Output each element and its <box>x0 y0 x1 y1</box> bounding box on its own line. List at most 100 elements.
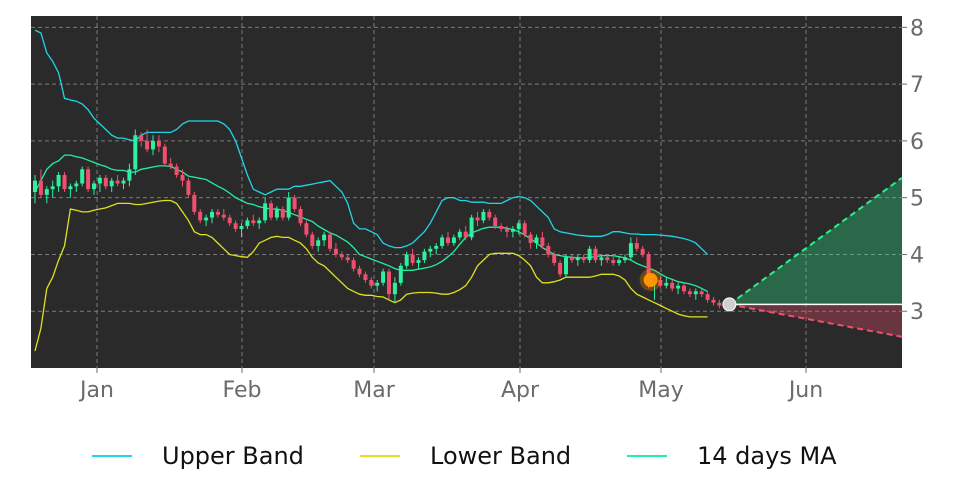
candle-83 <box>522 220 527 238</box>
candle-54 <box>351 257 356 272</box>
candle-body <box>322 234 327 241</box>
candle-44 <box>292 194 297 212</box>
candle-body <box>516 223 521 229</box>
candle-111 <box>687 288 692 298</box>
candle-60 <box>387 268 391 300</box>
candle-body <box>56 174 61 187</box>
candle-body <box>499 226 504 229</box>
candle-body <box>481 211 486 221</box>
candle-body <box>717 302 722 306</box>
candle-body <box>392 282 397 295</box>
candle-81 <box>510 226 515 238</box>
candle-body <box>640 248 645 255</box>
candle-9 <box>86 166 91 192</box>
candle-3 <box>50 180 55 198</box>
candle-body <box>245 220 250 227</box>
candle-body <box>546 245 551 255</box>
candle-body <box>127 169 132 181</box>
candle-100 <box>623 254 627 263</box>
candle-body <box>227 217 232 224</box>
candle-109 <box>676 282 681 295</box>
candle-87 <box>546 243 551 258</box>
candle-body <box>451 237 456 244</box>
candle-35 <box>239 223 244 238</box>
legend-item-lower-band: Lower Band <box>360 436 571 476</box>
x-tick-label-Jun: Jun <box>787 378 823 403</box>
candle-89 <box>558 260 563 278</box>
candle-50 <box>328 231 332 252</box>
candle-body <box>210 211 214 218</box>
candle-body <box>469 217 474 238</box>
candle-30 <box>210 209 214 224</box>
candle-15 <box>121 177 126 190</box>
markers <box>639 269 737 312</box>
candle-body <box>50 186 55 190</box>
candle-97 <box>605 254 610 263</box>
candle-body <box>103 177 108 187</box>
candle-29 <box>204 214 209 227</box>
x-tick-label-Mar: Mar <box>353 378 395 403</box>
candle-110 <box>682 282 686 295</box>
candle-84 <box>528 231 533 249</box>
candle-body <box>528 234 533 244</box>
candle-body <box>628 243 633 258</box>
candle-body <box>92 183 96 190</box>
candle-73 <box>463 226 468 241</box>
candle-42 <box>280 206 285 221</box>
candle-body <box>682 285 686 292</box>
candle-65 <box>416 257 421 269</box>
candle-body <box>333 248 338 255</box>
candle-51 <box>333 243 338 258</box>
candle-27 <box>192 192 197 215</box>
candle-body <box>86 169 91 190</box>
candle-body <box>109 180 114 187</box>
candle-body <box>687 291 692 295</box>
candle-108 <box>670 280 675 292</box>
y-tick-label-8: 8 <box>910 16 924 41</box>
candle-45 <box>298 206 303 227</box>
candle-12 <box>103 174 108 190</box>
candle-body <box>363 274 368 280</box>
candle-24 <box>174 163 179 178</box>
candle-body <box>398 265 403 283</box>
candle-body <box>239 226 244 229</box>
candle-49 <box>322 231 327 246</box>
legend-swatch-14-days-ma <box>627 455 667 457</box>
candle-body <box>186 180 191 195</box>
candle-body <box>269 203 273 218</box>
candle-34 <box>233 220 238 232</box>
candle-body <box>204 217 209 221</box>
candle-body <box>62 174 67 190</box>
candle-body <box>162 146 167 164</box>
legend-label-upper-band: Upper Band <box>162 442 304 470</box>
candle-22 <box>162 143 167 167</box>
candle-body <box>623 257 627 261</box>
candle-body <box>699 291 704 295</box>
candlesticks <box>33 129 722 309</box>
candle-31 <box>215 209 220 218</box>
candle-28 <box>198 209 203 224</box>
legend: Upper Band Lower Band 14 days MA <box>0 436 972 476</box>
candle-40 <box>269 200 273 221</box>
candle-body <box>569 257 574 261</box>
candle-body <box>446 237 450 244</box>
candle-body <box>564 257 568 275</box>
candle-71 <box>451 234 456 246</box>
candle-69 <box>440 234 445 249</box>
candle-77 <box>487 209 492 221</box>
candle-93 <box>581 254 586 263</box>
candle-body <box>115 180 120 184</box>
candle-80 <box>505 226 509 238</box>
candle-99 <box>617 257 622 266</box>
legend-swatch-lower-band <box>360 455 400 457</box>
candle-112 <box>693 288 698 300</box>
candle-body <box>44 189 49 195</box>
candle-body <box>339 254 344 258</box>
candle-11 <box>97 174 102 192</box>
candle-body <box>422 251 427 261</box>
candle-body <box>428 248 433 252</box>
candle-body <box>440 237 445 246</box>
candle-53 <box>345 254 350 263</box>
candle-36 <box>245 217 250 229</box>
candle-23 <box>168 157 173 170</box>
